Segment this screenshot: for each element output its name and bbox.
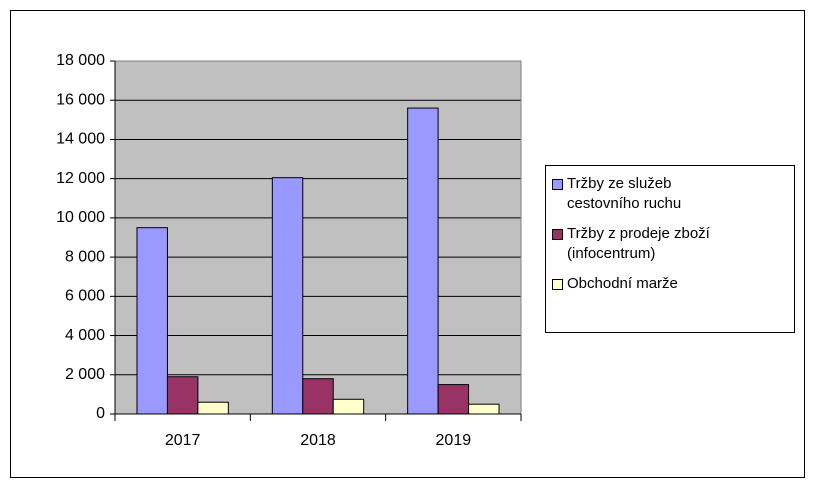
y-tick-label: 16 000: [56, 91, 105, 108]
y-tick-label: 2 000: [65, 366, 105, 383]
legend-label: Tržby ze služeb cestovního ruchu: [567, 175, 682, 212]
y-tick-label: 10 000: [56, 209, 105, 226]
legend-swatch: [552, 229, 563, 240]
legend-entry: Tržby z prodeje zboží (infocentrum): [552, 224, 788, 264]
legend: Tržby ze služeb cestovního ruchu Tržby z …: [545, 165, 795, 333]
bar: [271, 177, 304, 415]
legend-swatch: [552, 279, 563, 290]
x-tick-label: 2019: [436, 432, 472, 449]
legend-entry: Obchodní marže: [552, 274, 788, 294]
y-tick-label: 14 000: [56, 131, 105, 148]
bar: [407, 107, 439, 415]
legend-swatch: [552, 179, 563, 190]
legend-label: Obchodní marže: [567, 275, 678, 292]
bar: [197, 401, 229, 415]
bar: [166, 376, 199, 415]
plot-area: [115, 61, 521, 414]
x-tick-label: 2018: [300, 432, 336, 449]
y-tick-label: 0: [96, 405, 105, 422]
x-tick-label: 2017: [165, 432, 201, 449]
bar: [332, 398, 365, 415]
y-tick-label: 4 000: [65, 327, 105, 344]
y-tick-label: 8 000: [65, 248, 105, 265]
y-tick-label: 6 000: [65, 288, 105, 305]
bar: [468, 403, 500, 415]
y-tick-label: 12 000: [56, 170, 105, 187]
y-tick-label: 18 000: [56, 52, 105, 69]
legend-label: Tržby z prodeje zboží (infocentrum): [567, 225, 710, 262]
bar: [437, 384, 470, 415]
bar: [302, 378, 334, 415]
legend-entry: Tržby ze služeb cestovního ruchu: [552, 174, 788, 214]
bar: [136, 227, 168, 415]
